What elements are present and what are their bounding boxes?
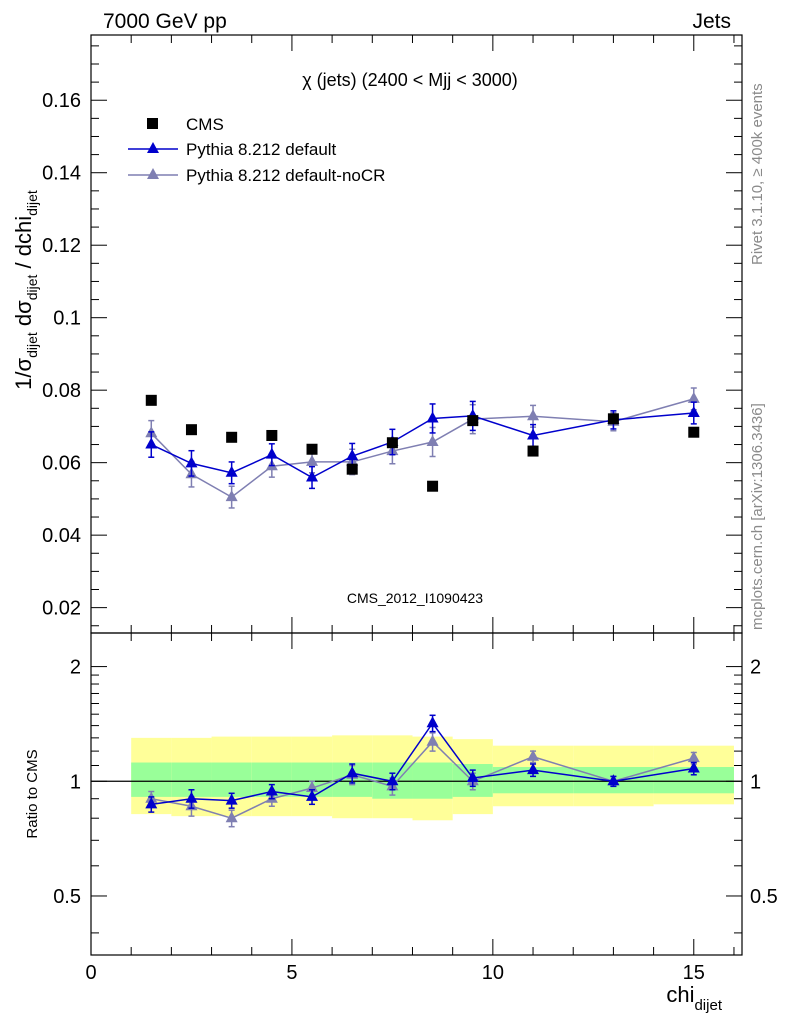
ratio-y-tick-label-left: 0.5 <box>53 886 81 908</box>
point-cms <box>266 429 278 441</box>
y-tick-label: 0.06 <box>42 453 81 475</box>
point-default <box>426 411 439 423</box>
point-default <box>145 437 158 449</box>
ratio-y-tick-label-right: 1 <box>750 771 761 793</box>
point-default <box>306 470 319 482</box>
ratio-point-default <box>185 791 198 803</box>
x-tick-label: 15 <box>683 962 705 984</box>
ratio-point-default <box>527 763 540 775</box>
point-cms <box>467 415 479 427</box>
legend-label-nocr: Pythia 8.212 default-noCR <box>186 166 385 185</box>
point-default <box>346 449 359 461</box>
point-nocr <box>426 435 439 447</box>
series-line-nocr <box>150 398 694 498</box>
point-cms <box>427 480 439 492</box>
ratio-point-default <box>466 771 479 783</box>
legend-label-cms: CMS <box>186 115 224 134</box>
point-cms <box>306 443 318 455</box>
rivet-label: Rivet 3.1.10, ≥ 400k events <box>749 83 766 265</box>
ratio-y-tick-label-left: 2 <box>70 657 81 679</box>
main-panel: 0.02 0.04 0.06 0.08 0.1 0.12 0.14 0.16 χ (jets)… <box>11 34 743 634</box>
x-tick-label: 5 <box>286 962 297 984</box>
legend-marker-cms <box>147 118 158 129</box>
header-left: 7000 GeV pp <box>103 10 227 33</box>
point-cms <box>527 445 539 457</box>
ratio-line-default <box>151 721 694 806</box>
watermark: CMS_2012_I1090423 <box>347 590 483 606</box>
ratio-point-default <box>426 716 439 728</box>
mcplots-label: mcplots.cern.ch [arXiv:1306.3436] <box>749 403 766 630</box>
point-default <box>265 447 278 459</box>
legend-label-default: Pythia 8.212 default <box>186 140 337 159</box>
point-nocr <box>225 490 238 502</box>
y-tick-label: 0.1 <box>53 308 81 330</box>
point-default <box>687 406 700 418</box>
y-label-part-b: dσ <box>11 300 36 332</box>
band-green <box>412 762 453 799</box>
ratio-y-tick-label-right: 2 <box>750 657 761 679</box>
y-tick-label: 0.08 <box>42 380 81 402</box>
point-default <box>185 456 198 468</box>
point-default <box>225 465 238 477</box>
series-line-default <box>150 412 694 479</box>
ratio-panel: 0.5 0.5 1 1 2 2 0 5 10 15 Ratio to CMS chidijet <box>24 632 778 1014</box>
ratio-y-label: Ratio to CMS <box>24 749 41 838</box>
point-nocr <box>527 409 540 421</box>
ratio-point-nocr <box>426 734 439 746</box>
y-tick-label: 0.16 <box>42 90 81 112</box>
point-cms <box>386 437 398 449</box>
ratio-line-nocr <box>151 740 694 820</box>
legend-marker-nocr <box>147 168 159 179</box>
y-label-part-a: 1/σ <box>11 357 36 389</box>
ratio-point-default <box>265 784 278 796</box>
y-label-sub-a: dijet <box>24 332 40 358</box>
ratio-y-tick-label-left: 1 <box>70 771 81 793</box>
point-cms <box>145 394 157 406</box>
ratio-point-default <box>346 766 359 778</box>
y-tick-label: 0.02 <box>42 598 81 620</box>
ratio-point-default <box>386 774 399 786</box>
point-nocr <box>306 454 319 466</box>
x-tick-label: 0 <box>85 962 96 984</box>
ratio-point-default <box>687 761 700 773</box>
y-tick-label: 0.14 <box>42 163 81 185</box>
y-label-sub-b: dijet <box>24 274 40 300</box>
y-axis-label: 1/σdijet dσdijet / dchidijet <box>11 190 40 390</box>
ratio-point-default <box>145 797 158 809</box>
y-label-sub-c: dijet <box>24 190 40 216</box>
legend: CMS Pythia 8.212 default Pythia 8.212 de… <box>128 115 385 185</box>
ratio-frame <box>90 632 743 956</box>
x-label-main: chi <box>666 982 694 1007</box>
point-cms <box>607 413 619 425</box>
x-label-sub: dijet <box>694 997 722 1014</box>
point-cms <box>185 424 197 436</box>
y-label-part-c: / dchi <box>11 216 36 275</box>
ratio-point-default <box>306 789 319 801</box>
ratio-point-nocr <box>225 811 238 823</box>
ratio-point-nocr <box>687 751 700 763</box>
point-nocr <box>687 391 700 403</box>
ratio-point-default <box>225 793 238 805</box>
point-default <box>527 428 540 440</box>
y-tick-label: 0.12 <box>42 235 81 257</box>
point-cms <box>226 431 238 443</box>
ratio-y-tick-label-right: 0.5 <box>750 886 778 908</box>
y-tick-label: 0.04 <box>42 525 81 547</box>
x-tick-label: 10 <box>482 962 504 984</box>
ratio-point-default <box>607 774 620 786</box>
header-right: Jets <box>692 10 731 33</box>
legend-marker-default <box>147 142 159 153</box>
point-cms <box>688 426 700 438</box>
x-axis-label: chidijet <box>666 982 722 1014</box>
main-title: χ (jets) (2400 < Mjj < 3000) <box>302 70 518 90</box>
band-green <box>211 762 252 797</box>
ratio-point-nocr <box>527 749 540 761</box>
point-cms <box>346 463 358 475</box>
